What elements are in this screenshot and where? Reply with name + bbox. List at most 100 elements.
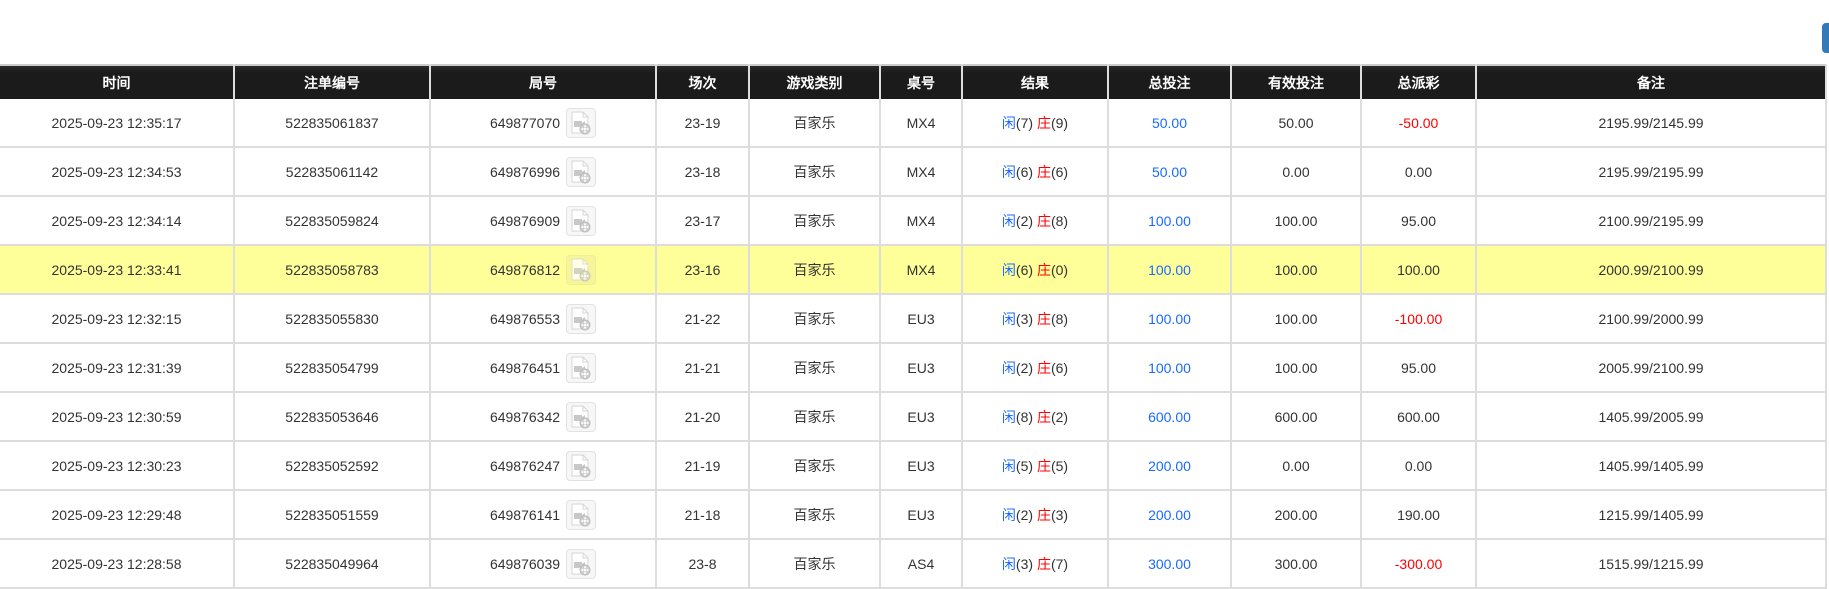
cell-bet-id: 522835058783 (233, 245, 431, 295)
cell-result: 闲(7) 庄(9) (961, 99, 1109, 148)
banker-label: 庄 (1036, 212, 1051, 229)
column-header: 结果 (961, 64, 1109, 99)
column-header: 桌号 (879, 64, 963, 99)
cell-valid-bet: 600.00 (1230, 392, 1362, 442)
cell-table-number: EU3 (879, 441, 963, 491)
video-replay-icon[interactable] (566, 205, 597, 236)
column-header: 总投注 (1107, 64, 1232, 99)
round-number: 649876247 (489, 457, 561, 474)
player-score: (2) (1015, 212, 1034, 229)
cell-result: 闲(5) 庄(5) (961, 441, 1109, 491)
cell-round: 649877070 (429, 99, 657, 148)
cell-valid-bet: 0.00 (1230, 147, 1362, 197)
table-row: 2025-09-23 12:34:53 522835061142 6498769… (0, 147, 1827, 197)
cell-game-type: 百家乐 (748, 99, 881, 148)
cell-result: 闲(3) 庄(8) (961, 294, 1109, 344)
cell-table-number: EU3 (879, 490, 963, 540)
cell-result: 闲(6) 庄(0) (961, 245, 1109, 295)
top-right-button[interactable] (1822, 23, 1829, 53)
cell-time: 2025-09-23 12:34:14 (0, 196, 235, 246)
cell-total-bet: 50.00 (1107, 147, 1232, 197)
cell-game-type: 百家乐 (748, 196, 881, 246)
cell-round: 649876039 (429, 539, 657, 589)
cell-time: 2025-09-23 12:33:41 (0, 245, 235, 295)
cell-session: 23-18 (655, 147, 750, 197)
video-replay-icon[interactable] (566, 156, 597, 187)
cell-table-number: EU3 (879, 294, 963, 344)
cell-session: 21-18 (655, 490, 750, 540)
cell-total-bet: 50.00 (1107, 99, 1232, 148)
cell-round: 649876342 (429, 392, 657, 442)
banker-score: (6) (1050, 359, 1069, 376)
player-label: 闲 (1001, 506, 1016, 523)
banker-label: 庄 (1036, 114, 1051, 131)
cell-total-bet: 200.00 (1107, 441, 1232, 491)
video-replay-icon[interactable] (566, 303, 597, 334)
cell-result: 闲(2) 庄(3) (961, 490, 1109, 540)
cell-total-bet: 100.00 (1107, 294, 1232, 344)
cell-table-number: AS4 (879, 539, 963, 589)
cell-valid-bet: 0.00 (1230, 441, 1362, 491)
cell-note: 2195.99/2195.99 (1475, 147, 1827, 197)
banker-score: (2) (1050, 408, 1069, 425)
cell-bet-id: 522835054799 (233, 343, 431, 393)
player-label: 闲 (1001, 212, 1016, 229)
cell-time: 2025-09-23 12:28:58 (0, 539, 235, 589)
round-number: 649876342 (489, 408, 561, 425)
column-header: 场次 (655, 64, 750, 99)
cell-time: 2025-09-23 12:31:39 (0, 343, 235, 393)
player-label: 闲 (1001, 310, 1016, 327)
cell-note: 2000.99/2100.99 (1475, 245, 1827, 295)
cell-note: 1405.99/1405.99 (1475, 441, 1827, 491)
table-row: 2025-09-23 12:33:41 522835058783 6498768… (0, 245, 1827, 295)
video-replay-icon[interactable] (566, 352, 597, 383)
round-number: 649876812 (489, 261, 561, 278)
cell-result: 闲(2) 庄(6) (961, 343, 1109, 393)
cell-note: 2005.99/2100.99 (1475, 343, 1827, 393)
cell-result: 闲(8) 庄(2) (961, 392, 1109, 442)
banker-score: (3) (1050, 506, 1069, 523)
cell-session: 23-16 (655, 245, 750, 295)
round-number: 649876451 (489, 359, 561, 376)
cell-session: 23-17 (655, 196, 750, 246)
cell-total-bet: 100.00 (1107, 245, 1232, 295)
cell-valid-bet: 300.00 (1230, 539, 1362, 589)
cell-payout: 600.00 (1360, 392, 1477, 442)
cell-session: 21-21 (655, 343, 750, 393)
column-header: 局号 (429, 64, 657, 99)
player-label: 闲 (1001, 359, 1016, 376)
cell-round: 649876141 (429, 490, 657, 540)
video-replay-icon[interactable] (566, 548, 597, 579)
cell-payout: -50.00 (1360, 99, 1477, 148)
table-row: 2025-09-23 12:30:59 522835053646 6498763… (0, 392, 1827, 442)
video-replay-icon[interactable] (566, 499, 597, 530)
cell-round: 649876451 (429, 343, 657, 393)
video-replay-icon[interactable] (566, 254, 597, 285)
cell-game-type: 百家乐 (748, 490, 881, 540)
player-score: (2) (1015, 359, 1034, 376)
table-header: 时间 注单编号 局号 场次 游戏类别 桌号 结果 总投注 有效投注 总派彩 备注 (0, 64, 1827, 99)
cell-table-number: MX4 (879, 245, 963, 295)
player-label: 闲 (1001, 163, 1016, 180)
cell-table-number: EU3 (879, 343, 963, 393)
cell-game-type: 百家乐 (748, 245, 881, 295)
cell-bet-id: 522835055830 (233, 294, 431, 344)
video-replay-icon[interactable] (566, 450, 597, 481)
player-label: 闲 (1001, 457, 1016, 474)
cell-time: 2025-09-23 12:30:59 (0, 392, 235, 442)
banker-score: (6) (1050, 163, 1069, 180)
player-score: (6) (1015, 163, 1034, 180)
column-header: 注单编号 (233, 64, 431, 99)
cell-payout: 190.00 (1360, 490, 1477, 540)
video-replay-icon[interactable] (566, 401, 597, 432)
cell-session: 23-8 (655, 539, 750, 589)
cell-game-type: 百家乐 (748, 539, 881, 589)
round-number: 649877070 (489, 114, 561, 131)
cell-total-bet: 100.00 (1107, 196, 1232, 246)
cell-bet-id: 522835051559 (233, 490, 431, 540)
bet-records-table: 时间 注单编号 局号 场次 游戏类别 桌号 结果 总投注 有效投注 总派彩 备注 2025-09-2… (0, 64, 1827, 589)
round-number: 649876996 (489, 163, 561, 180)
cell-valid-bet: 100.00 (1230, 245, 1362, 295)
cell-bet-id: 522835052592 (233, 441, 431, 491)
video-replay-icon[interactable] (566, 107, 597, 138)
